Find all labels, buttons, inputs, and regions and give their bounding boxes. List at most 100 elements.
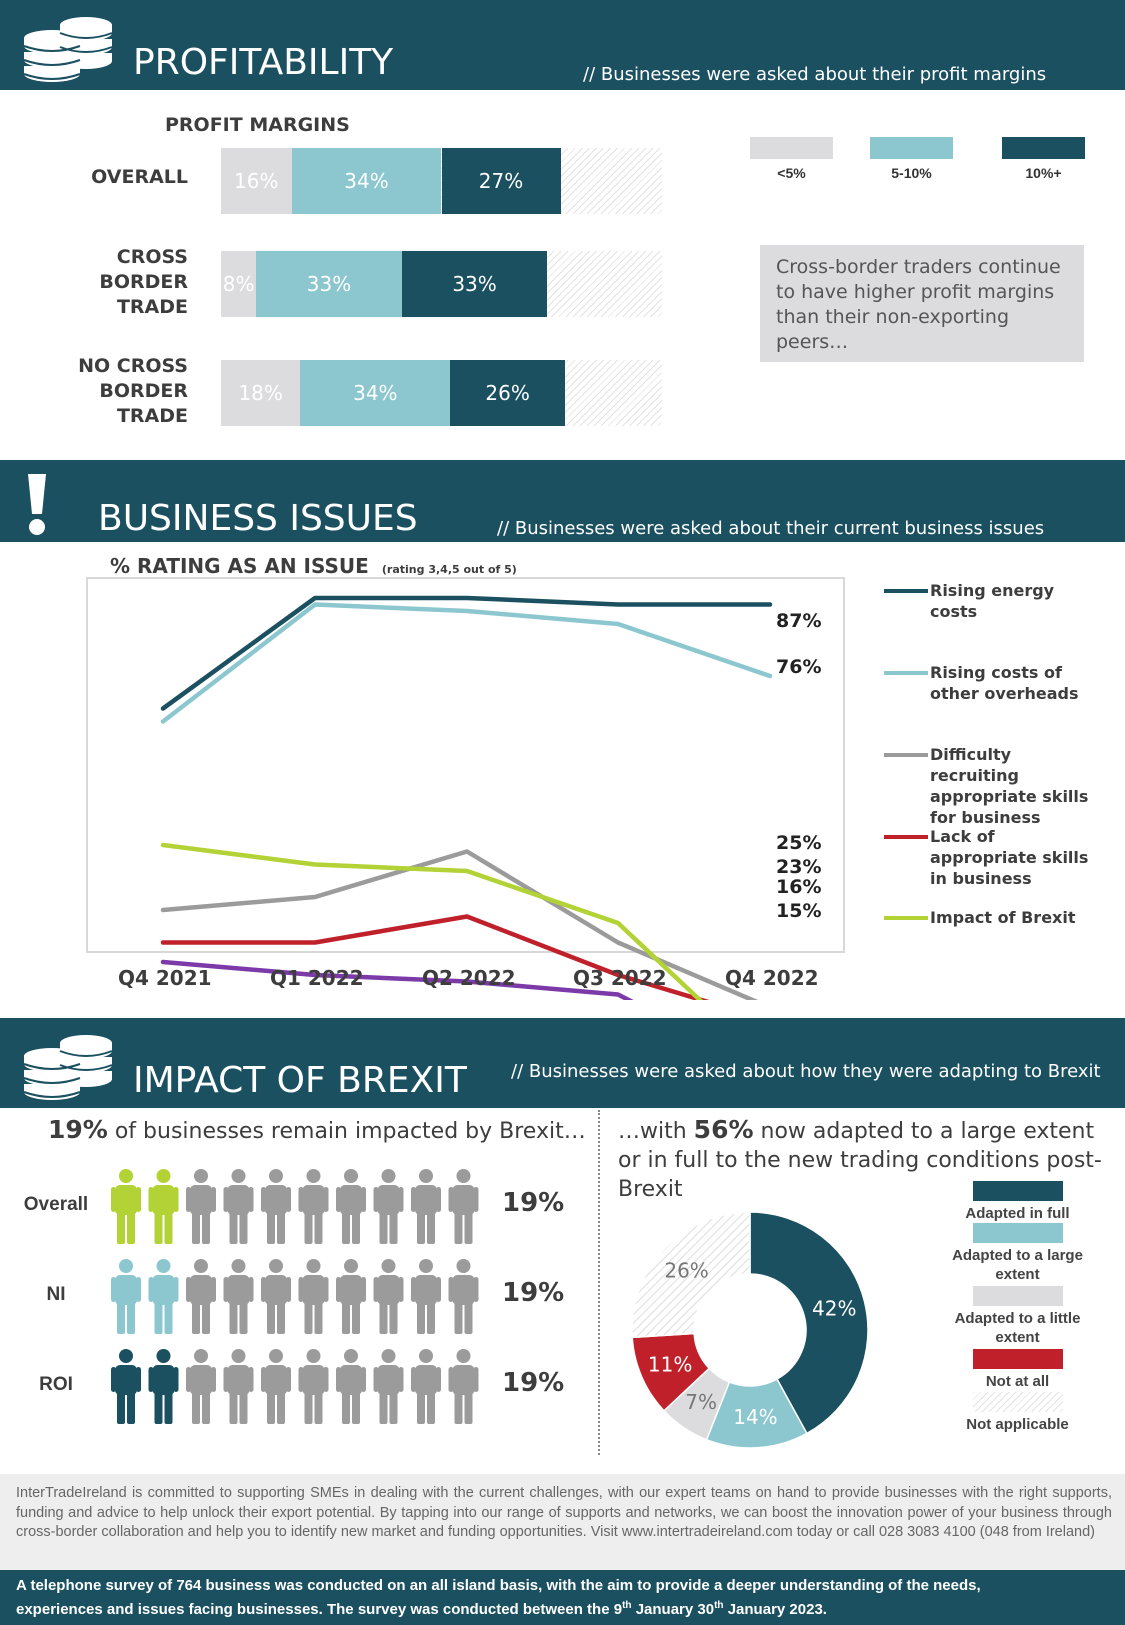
brexit-adaptation-donut: 42% 14% 7% 11% 26% xyxy=(631,1211,869,1449)
bar-value-label: 18% xyxy=(238,381,283,405)
x-tick-label: Q3 2022 xyxy=(573,966,667,990)
bar-segment-5-10: 34% xyxy=(291,148,442,214)
donut-slice-label: 11% xyxy=(648,1353,692,1377)
person-icon xyxy=(411,1169,441,1244)
legend-item-10plus: 10%+ xyxy=(1002,137,1085,181)
person-icon xyxy=(448,1259,479,1334)
line-legend-brexit: Impact of Brexit xyxy=(884,907,1100,928)
bar-row: 16% 34% 27% xyxy=(221,148,662,214)
profitability-header-band: PROFITABILITY // Businesses were asked a… xyxy=(0,0,1125,90)
donut-slice-label: 14% xyxy=(733,1405,777,1429)
profit-margins-label: PROFIT MARGINS xyxy=(165,114,350,136)
line-series xyxy=(160,914,710,1000)
bar-value-label: 34% xyxy=(353,381,398,405)
legend-label-5-10: 5-10% xyxy=(891,165,932,181)
legend-label-10plus: 10%+ xyxy=(1025,165,1062,181)
person-icon xyxy=(448,1169,479,1244)
person-icon xyxy=(111,1259,141,1334)
line-legend-swatch-skills xyxy=(884,835,928,839)
people-row xyxy=(111,1169,479,1244)
donut-legend-na: Not applicable xyxy=(940,1392,1095,1434)
footer-panel xyxy=(0,1474,1125,1570)
person-icon xyxy=(411,1259,441,1334)
bar-segment-lt5: 18% xyxy=(221,360,301,426)
line-series xyxy=(160,602,773,724)
x-tick-label: Q4 2022 xyxy=(725,966,819,990)
person-icon xyxy=(186,1259,216,1334)
line-legend-swatch-energy xyxy=(884,589,928,593)
bar-row: 18% 34% 26% xyxy=(221,360,662,426)
line-legend-swatch-brexit xyxy=(884,916,928,920)
person-icon xyxy=(298,1259,329,1334)
donut-legend-large: Adapted to a large extent xyxy=(940,1223,1095,1284)
footer-band-line1: A telephone survey of 764 business was c… xyxy=(16,1577,981,1594)
person-icon xyxy=(148,1259,179,1334)
coins-stack-icon xyxy=(23,1035,113,1100)
bar-value-label: 8% xyxy=(222,272,255,296)
donut-legend-not-at-all: Not at all xyxy=(940,1349,1095,1391)
brexit-divider xyxy=(598,1110,600,1455)
people-row-label: Overall xyxy=(23,1194,89,1215)
legend-item-5-10: 5-10% xyxy=(870,137,953,181)
bar-value-label: 27% xyxy=(478,169,524,193)
person-icon xyxy=(111,1349,141,1424)
person-icon xyxy=(298,1349,329,1424)
bar-row-label-overall: OVERALL xyxy=(91,166,188,188)
donut-slice xyxy=(749,1211,869,1435)
donut-slice-label: 42% xyxy=(812,1296,856,1320)
donut-legend-swatch-na xyxy=(972,1392,1063,1412)
person-icon xyxy=(373,1169,404,1244)
line-series xyxy=(160,959,634,1000)
business-issues-subtitle: // Businesses were asked about their cur… xyxy=(497,518,1045,539)
brexit-subtitle: // Businesses were asked about how they … xyxy=(511,1061,1101,1082)
issues-line-chart xyxy=(86,577,845,1000)
person-icon xyxy=(373,1259,404,1334)
brexit-left-heading: 19% of businesses remain impacted by Bre… xyxy=(48,1115,586,1144)
line-legend-energy: Rising energy costs xyxy=(884,580,1090,622)
line-legend-swatch-recruiting xyxy=(884,753,928,757)
donut-legend-swatch-large xyxy=(972,1223,1063,1243)
people-row xyxy=(111,1259,479,1334)
legend-label-lt5: <5% xyxy=(777,165,806,181)
brexit-right-heading-pre: …with xyxy=(618,1119,694,1144)
donut-slice xyxy=(631,1211,751,1339)
person-icon xyxy=(448,1349,479,1424)
x-tick-label: Q4 2021 xyxy=(118,966,212,990)
bar-segment-5-10: 33% xyxy=(256,251,402,317)
people-row xyxy=(111,1349,479,1424)
people-row-value: 19% xyxy=(502,1278,565,1308)
bar-row: 8% 33% 33% xyxy=(221,251,662,317)
person-icon xyxy=(336,1349,366,1424)
line-legend-skills: Lack of appropriate skills in business xyxy=(884,826,1100,889)
brexit-right-heading-pct: 56% xyxy=(693,1115,754,1144)
bar-value-label: 33% xyxy=(452,272,497,296)
person-icon xyxy=(223,1259,254,1334)
plot-area-frame xyxy=(86,577,845,953)
people-row-label: NI xyxy=(46,1284,66,1305)
brexit-left-heading-text: of businesses remain impacted by Brexit… xyxy=(107,1119,586,1144)
footer-survey-band: A telephone survey of 764 business was c… xyxy=(0,1570,1125,1625)
bar-value-label: 33% xyxy=(306,272,352,296)
person-icon xyxy=(111,1169,141,1244)
line-end-label: 15% xyxy=(776,900,822,922)
donut-legend-swatch-not-at-all xyxy=(972,1349,1063,1369)
person-icon xyxy=(223,1349,254,1424)
person-icon xyxy=(261,1259,291,1334)
donut-slice-label: 7% xyxy=(685,1390,717,1414)
donut-legend-little: Adapted to a little extent xyxy=(940,1286,1095,1347)
person-icon xyxy=(148,1349,179,1424)
person-icon xyxy=(148,1169,179,1244)
person-icon xyxy=(336,1259,366,1334)
business-issues-title: BUSINESS ISSUES xyxy=(98,498,418,539)
x-tick-label: Q2 2022 xyxy=(422,966,516,990)
brexit-left-heading-pct: 19% xyxy=(48,1115,108,1144)
brexit-right-heading: …with 56% now adapted to a large extent … xyxy=(618,1115,1118,1204)
person-icon xyxy=(411,1349,441,1424)
bar-value-label: 26% xyxy=(485,381,530,405)
line-end-label: 23% xyxy=(776,856,822,878)
person-icon xyxy=(261,1169,291,1244)
brexit-right-heading-text: now adapted to a large extent or in full… xyxy=(618,1119,1102,1202)
profitability-title: PROFITABILITY xyxy=(133,42,394,83)
bar-value-label: 16% xyxy=(234,169,279,193)
donut-legend-swatch-little xyxy=(972,1286,1063,1306)
